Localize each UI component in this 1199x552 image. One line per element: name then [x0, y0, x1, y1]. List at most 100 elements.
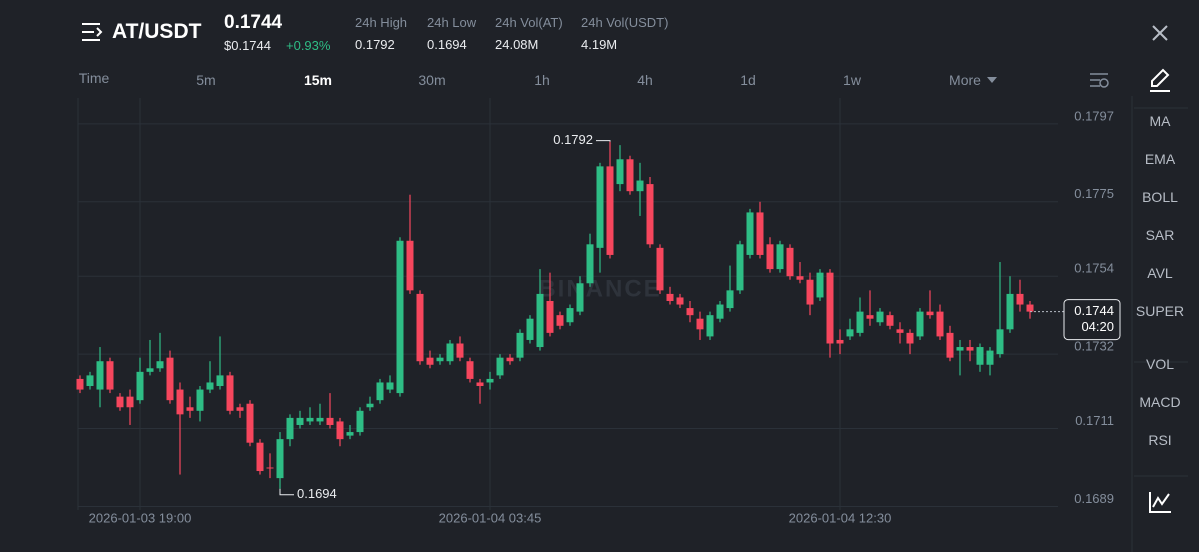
interval-tab[interactable]: 15m — [303, 72, 333, 88]
candle-body — [496, 357, 504, 376]
stat-value: 4.19M — [581, 37, 618, 52]
x-tick-label: 2026-01-04 03:45 — [439, 510, 542, 525]
candle-body — [216, 375, 224, 387]
high-label: 0.1792 — [553, 132, 593, 147]
indicator[interactable]: VOL — [1145, 356, 1174, 372]
indicator-icon[interactable] — [1149, 492, 1171, 513]
candle-body — [626, 159, 634, 192]
candle-body — [956, 347, 964, 351]
candle-body — [976, 347, 984, 365]
candle-body — [986, 350, 994, 365]
candle-body — [206, 382, 214, 390]
candle-body — [726, 290, 734, 309]
watermark: BINANCE — [538, 275, 661, 302]
candle-body — [436, 357, 444, 362]
candle-body — [456, 343, 464, 358]
candle-body — [616, 159, 624, 185]
indicator[interactable]: MACD — [1139, 394, 1181, 410]
candle-body — [546, 300, 554, 333]
candle-body — [816, 272, 824, 298]
candle-body — [406, 240, 414, 291]
candle-body — [226, 375, 234, 411]
candle-body — [266, 467, 274, 469]
candle-body — [576, 283, 584, 312]
candle-body — [886, 315, 894, 326]
candle-body — [1026, 304, 1034, 312]
settings-icon[interactable] — [1090, 73, 1109, 88]
symbol[interactable]: AT/USDT — [112, 20, 202, 43]
candle-body — [696, 318, 704, 330]
candle-body — [636, 180, 644, 192]
candle-body — [326, 417, 334, 425]
candle-body — [346, 432, 354, 436]
candle-body — [236, 407, 244, 411]
candle-body — [246, 403, 254, 443]
candle-body — [646, 184, 654, 245]
candle-body — [566, 308, 574, 323]
candle-body — [1016, 293, 1024, 305]
price: 0.1744 — [224, 12, 283, 33]
indicator[interactable]: RSI — [1148, 432, 1172, 448]
candle-body — [946, 332, 954, 358]
stat-value: 24.08M — [495, 37, 539, 52]
candle-body — [906, 332, 914, 344]
candle-body — [596, 166, 604, 248]
x-tick-label: 2026-01-03 19:00 — [89, 510, 192, 525]
draw-icon[interactable] — [1150, 68, 1170, 92]
candle-body — [866, 315, 874, 319]
candle-body — [466, 361, 474, 379]
candle-body — [996, 329, 1004, 355]
indicator[interactable]: EMA — [1144, 151, 1176, 167]
candle-body — [556, 315, 564, 326]
interval-tab[interactable]: Time — [78, 70, 110, 86]
candle-body — [686, 308, 694, 316]
stat: 24h High 0.1792 — [355, 15, 407, 52]
candle-body — [506, 357, 514, 362]
candle-body — [1006, 293, 1014, 330]
interval-tab[interactable]: 5m — [196, 72, 216, 88]
candle-body — [656, 247, 664, 291]
stat-value: 0.1694 — [427, 37, 467, 52]
candle-body — [336, 421, 344, 440]
stat: 24h Low 0.1694 — [427, 15, 476, 52]
interval-tab[interactable]: 30m — [418, 72, 446, 88]
candle-body — [486, 378, 494, 383]
candle-body — [966, 347, 974, 351]
candle-body — [426, 357, 434, 365]
menu-icon[interactable] — [82, 23, 103, 41]
candle-body — [706, 315, 714, 337]
candle-body — [416, 293, 424, 362]
last-price-box — [1063, 299, 1121, 341]
y-tick-label: 0.1754 — [1074, 261, 1114, 276]
interval-tab[interactable]: 1w — [843, 72, 861, 88]
countdown: 04:20 — [1081, 319, 1114, 334]
indicator[interactable]: SAR — [1145, 227, 1175, 243]
candle-body — [196, 389, 204, 411]
indicator[interactable]: MA — [1149, 113, 1171, 129]
interval-tab[interactable]: 1d — [740, 72, 756, 88]
indicator[interactable]: SUPER — [1135, 303, 1185, 319]
candle-body — [476, 382, 484, 387]
stat-label: 24h Vol(AT) — [495, 15, 563, 30]
indicator[interactable]: AVL — [1147, 265, 1173, 281]
candle-body — [316, 417, 324, 422]
interval-tab[interactable]: 1h — [534, 72, 550, 88]
close-icon[interactable] — [1152, 25, 1168, 41]
interval-tab[interactable]: 4h — [637, 72, 653, 88]
indicator[interactable]: BOLL — [1142, 189, 1178, 205]
candle-body — [96, 361, 104, 390]
candle-body — [386, 382, 394, 390]
change: +0.93% — [286, 38, 331, 53]
candle-body — [186, 407, 194, 411]
interval-tab[interactable]: More — [949, 72, 981, 88]
candle-body — [876, 311, 884, 323]
candle-body — [76, 378, 84, 390]
dropdown-arrow — [987, 77, 997, 83]
candle-body — [766, 244, 774, 270]
candle-body — [786, 247, 794, 277]
candle-body — [126, 396, 134, 408]
candle-body — [936, 311, 944, 337]
candle-body — [166, 357, 174, 401]
stat: 24h Vol(AT) 24.08M — [495, 15, 563, 52]
